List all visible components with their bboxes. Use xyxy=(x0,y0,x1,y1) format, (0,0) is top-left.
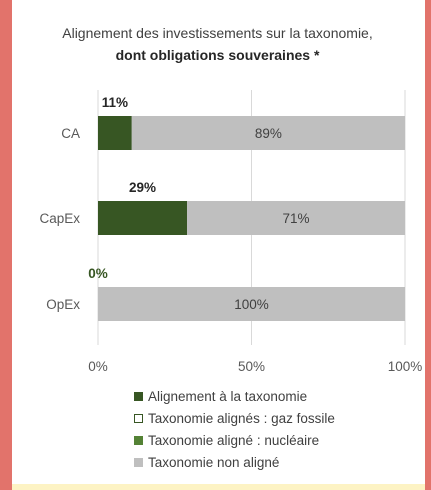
category-label: CA xyxy=(61,126,80,141)
legend-swatch xyxy=(134,435,143,445)
legend-item: Taxonomie alignés : gaz fossile xyxy=(134,407,335,429)
legend-item: Alignement à la taxonomie xyxy=(134,385,335,407)
right-border xyxy=(425,0,431,490)
chart-subtitle: dont obligations souveraines * xyxy=(115,47,320,63)
x-tick-label: 50% xyxy=(238,359,265,374)
non-aligned-data-label: 89% xyxy=(255,126,282,141)
bar-segment-3 xyxy=(98,287,405,321)
aligned-data-label: 29% xyxy=(129,180,156,195)
legend-label: Taxonomie non aligné xyxy=(148,454,280,470)
legend-item: Taxonomie non aligné xyxy=(134,451,335,473)
bar-segment-3 xyxy=(131,116,405,150)
bar-segment-3 xyxy=(187,201,405,235)
non-aligned-data-label: 71% xyxy=(282,211,309,226)
legend-label: Taxonomie alignés : gaz fossile xyxy=(148,410,335,426)
legend-label: Taxonomie aligné : nucléaire xyxy=(148,432,320,448)
chart-title: Alignement des investissements sur la ta… xyxy=(62,25,373,41)
non-aligned-data-label: 100% xyxy=(234,297,269,312)
legend-swatch xyxy=(134,457,143,467)
chart-legend: Alignement à la taxonomie Taxonomie align… xyxy=(134,385,335,473)
x-tick-label: 100% xyxy=(388,359,423,374)
chart-title-block: Alignement des investissements sur la ta… xyxy=(16,22,419,66)
left-border xyxy=(0,0,12,490)
x-tick-label: 0% xyxy=(88,359,108,374)
aligned-data-label: 11% xyxy=(102,95,128,110)
legend-swatch xyxy=(134,391,143,401)
category-label: OpEx xyxy=(46,297,80,312)
category-label: CapEx xyxy=(39,211,80,226)
bar-segment-0 xyxy=(98,116,132,150)
bottom-strip xyxy=(12,484,425,490)
legend-swatch xyxy=(134,413,143,423)
legend-label: Alignement à la taxonomie xyxy=(148,388,308,404)
bar-segment-0 xyxy=(98,201,188,235)
aligned-data-label: 0% xyxy=(88,266,108,281)
legend-item: Taxonomie aligné : nucléaire xyxy=(134,429,335,451)
